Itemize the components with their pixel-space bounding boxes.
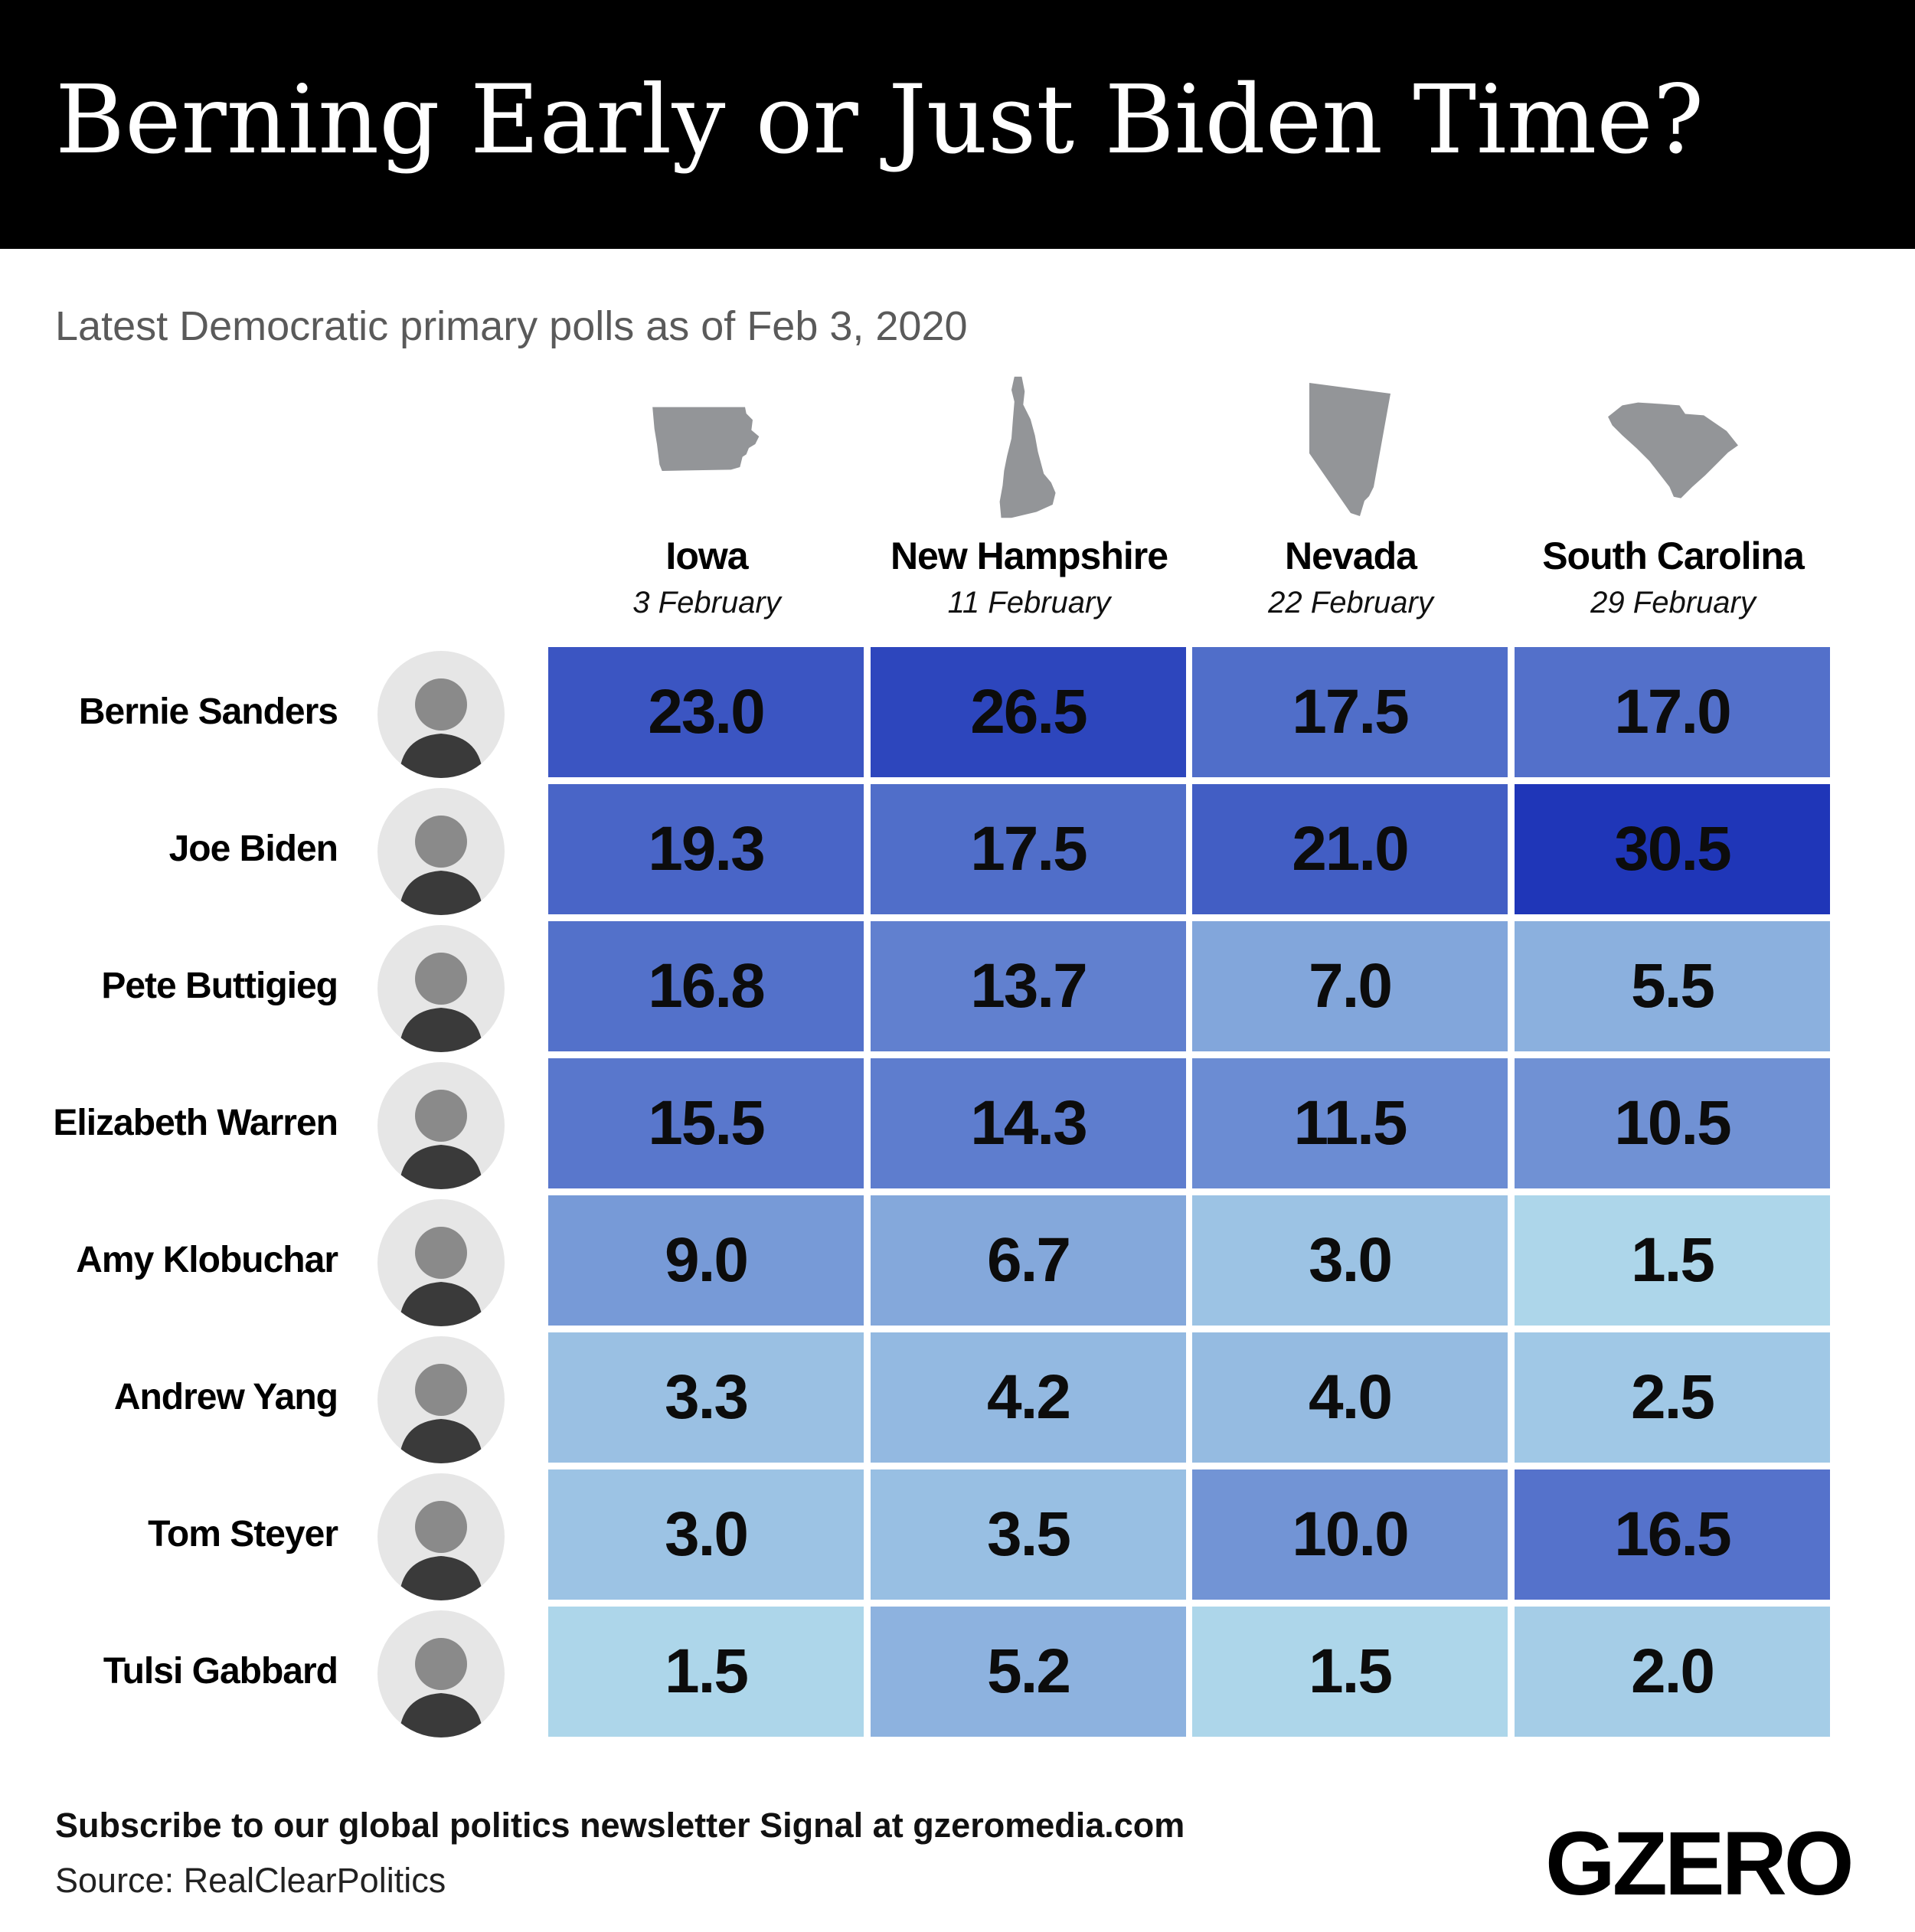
avatar [377, 1062, 505, 1189]
heatmap-cell: 1.5 [548, 1607, 864, 1737]
portrait-icon [399, 1090, 483, 1189]
portrait-icon [399, 1364, 483, 1463]
column-header-nevada: Nevada 22 February [1192, 375, 1509, 619]
heatmap-cell: 3.0 [1192, 1195, 1508, 1326]
portrait-icon [399, 678, 483, 778]
heatmap-cell: 11.5 [1192, 1058, 1508, 1188]
candidate-name-pete-buttigieg: Pete Buttigieg [101, 966, 338, 1006]
heatmap-cell: 17.5 [1192, 647, 1508, 777]
avatar [377, 1199, 505, 1326]
new-hampshire-map-icon [999, 376, 1056, 518]
portrait-icon [399, 1501, 483, 1600]
state-name: New Hampshire [890, 534, 1168, 577]
heatmap-cell: 15.5 [548, 1058, 864, 1188]
south-carolina-map-icon [1608, 402, 1738, 499]
candidate-name-tom-steyer: Tom Steyer [148, 1514, 338, 1554]
chart-subtitle: Latest Democratic primary polls as of Fe… [55, 303, 968, 349]
candidate-name-amy-klobuchar: Amy Klobuchar [76, 1240, 338, 1280]
heatmap-cell: 7.0 [1192, 921, 1508, 1051]
portrait-icon [399, 1227, 483, 1326]
column-header-south-carolina: South Carolina 29 February [1515, 375, 1832, 619]
avatar [377, 1336, 505, 1463]
heatmap-cell: 3.5 [871, 1469, 1186, 1600]
heatmap-cell: 13.7 [871, 921, 1186, 1051]
heatmap-cell: 3.0 [548, 1469, 864, 1600]
heatmap-cell: 1.5 [1515, 1195, 1830, 1326]
state-date: 22 February [1268, 586, 1433, 619]
candidate-name-tulsi-gabbard: Tulsi Gabbard [103, 1651, 338, 1692]
header-bar: Berning Early or Just Biden Time? [0, 0, 1915, 249]
heatmap-cell: 4.0 [1192, 1332, 1508, 1463]
state-date: 11 February [947, 586, 1111, 619]
heatmap-cell: 30.5 [1515, 784, 1830, 914]
avatar [377, 1473, 505, 1600]
column-header-iowa: Iowa 3 February [548, 375, 865, 619]
state-date: 3 February [632, 586, 781, 619]
heatmap-cell: 5.2 [871, 1607, 1186, 1737]
candidate-name-joe-biden: Joe Biden [168, 829, 338, 869]
avatar [377, 925, 505, 1052]
gzero-logo: GZERO [1545, 1813, 1855, 1914]
state-name: Iowa [665, 534, 748, 577]
candidate-name-bernie-sanders: Bernie Sanders [78, 691, 338, 732]
heatmap-cell: 10.5 [1515, 1058, 1830, 1188]
avatar [377, 651, 505, 778]
candidate-name-andrew-yang: Andrew Yang [113, 1377, 338, 1417]
state-name: South Carolina [1542, 534, 1805, 577]
heatmap-cell: 6.7 [871, 1195, 1186, 1326]
heatmap-cell: 10.0 [1192, 1469, 1508, 1600]
source-text: Source: RealClearPolitics [55, 1861, 446, 1900]
avatar [377, 788, 505, 915]
heatmap-cell: 26.5 [871, 647, 1186, 777]
heatmap-cell: 16.5 [1515, 1469, 1830, 1600]
portrait-icon [399, 953, 483, 1052]
iowa-map-icon [652, 407, 760, 471]
heatmap-cell: 1.5 [1192, 1607, 1508, 1737]
candidate-name-elizabeth-warren: Elizabeth Warren [53, 1103, 338, 1143]
heatmap-cell: 9.0 [548, 1195, 864, 1326]
heatmap-cell: 16.8 [548, 921, 864, 1051]
heatmap-cell: 4.2 [871, 1332, 1186, 1463]
state-date: 29 February [1590, 586, 1756, 619]
nevada-map-icon [1309, 383, 1390, 516]
heatmap-cell: 19.3 [548, 784, 864, 914]
portrait-icon [399, 1638, 483, 1737]
heatmap-cell: 17.0 [1515, 647, 1830, 777]
heatmap-cell: 23.0 [548, 647, 864, 777]
subscribe-text: Subscribe to our global politics newslet… [55, 1806, 1185, 1845]
avatar [377, 1610, 505, 1737]
state-name: Nevada [1285, 534, 1417, 577]
heatmap-cell: 17.5 [871, 784, 1186, 914]
heatmap-cell: 5.5 [1515, 921, 1830, 1051]
heatmap-cell: 2.0 [1515, 1607, 1830, 1737]
heatmap-cell: 2.5 [1515, 1332, 1830, 1463]
column-header-new-hampshire: New Hampshire 11 February [871, 375, 1188, 619]
chart-title: Berning Early or Just Biden Time? [55, 65, 1704, 175]
heatmap-cell: 21.0 [1192, 784, 1508, 914]
heatmap-cell: 3.3 [548, 1332, 864, 1463]
portrait-icon [399, 816, 483, 915]
heatmap-cell: 14.3 [871, 1058, 1186, 1188]
